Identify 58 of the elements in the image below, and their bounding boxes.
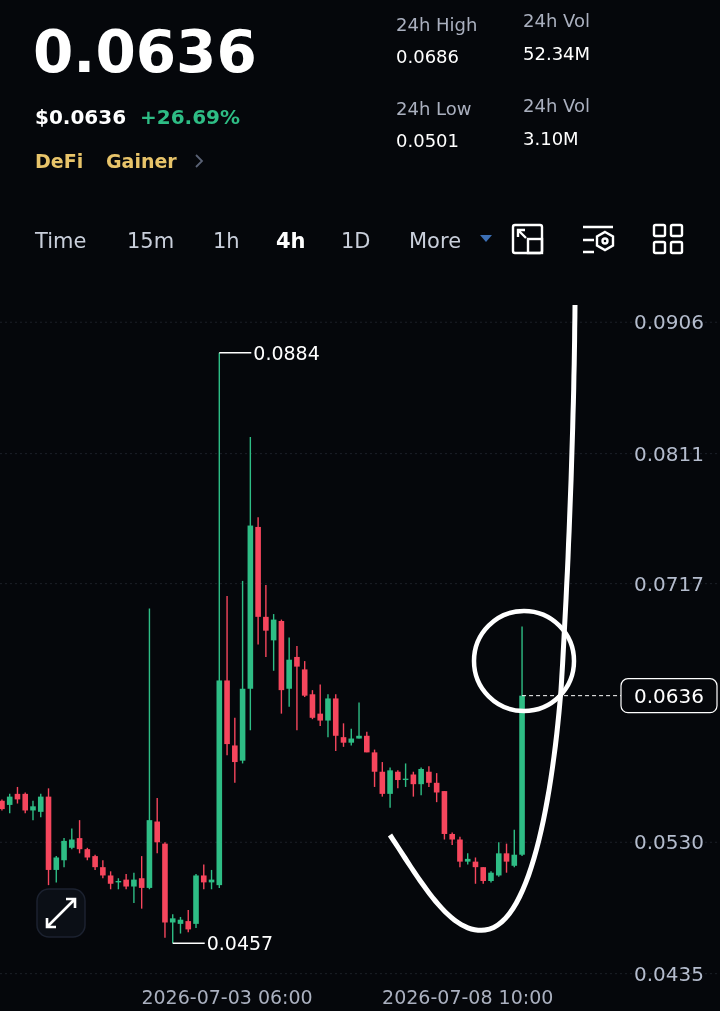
annotation: 0.0686 [396,46,459,67]
candlestick [232,717,238,784]
candlestick [317,683,324,727]
annotation: DeFi [35,150,84,172]
candlestick [169,913,176,944]
annotation: 3.10M [523,128,579,149]
candlestick [185,909,192,933]
y-tick-label: 0.0435 [634,961,704,986]
candlestick [131,872,137,904]
y-tick-label: 0.0906 [634,310,704,335]
candlestick [263,584,269,658]
candlestick [53,855,60,884]
candlestick [22,791,29,814]
chart-title: 0.0636 [33,18,257,86]
annotation: 4h [276,229,306,253]
candlestick [138,855,145,910]
candlestick [154,797,160,855]
annotation: 0.0501 [396,130,459,151]
candlestick [37,793,44,819]
candlestick [426,765,432,788]
candlestick [30,800,36,821]
candlestick [418,766,424,796]
x-tick-label: 2026-07-08 10:00 [382,986,554,1008]
annotation: More [409,229,462,253]
annotation: 52.34M [523,43,591,64]
candlestick [200,863,207,890]
annotation: $0.0636 [35,105,127,129]
candlestick [387,766,393,809]
candlestick [511,829,518,868]
annotation: 0.0457 [206,932,274,955]
annotation: 1h [213,229,240,253]
ref-line-label: 0.0636 [634,683,704,708]
candlestick [325,693,331,738]
candlestick [356,701,362,740]
annotation: 15m [127,229,175,253]
candlestick [457,836,463,868]
x-tick-label: 2026-07-03 06:00 [141,986,313,1008]
y-tick-label: 0.0811 [634,441,704,466]
annotation: 0.0884 [253,341,320,364]
annotation: 24h Vol [523,10,590,31]
candlestick [340,722,347,748]
annotation: 24h High [396,14,478,35]
candlestick [503,842,510,874]
candlestick [6,793,13,814]
annotation: Time [34,229,87,253]
annotation: 24h Low [396,98,472,119]
candlestick [309,689,316,720]
y-tick-label: 0.0530 [634,830,704,855]
y-tick-label: 0.0717 [634,571,704,596]
candlestick [371,748,378,788]
candlestick [294,645,300,731]
candlestick [495,841,502,878]
annotation: +26.69% [140,105,241,129]
annotation: 1D [341,229,371,253]
annotation: 24h Vol [523,95,590,116]
candlestick [61,837,67,868]
candlestick [69,827,75,850]
annotation: Gainer [106,150,178,172]
